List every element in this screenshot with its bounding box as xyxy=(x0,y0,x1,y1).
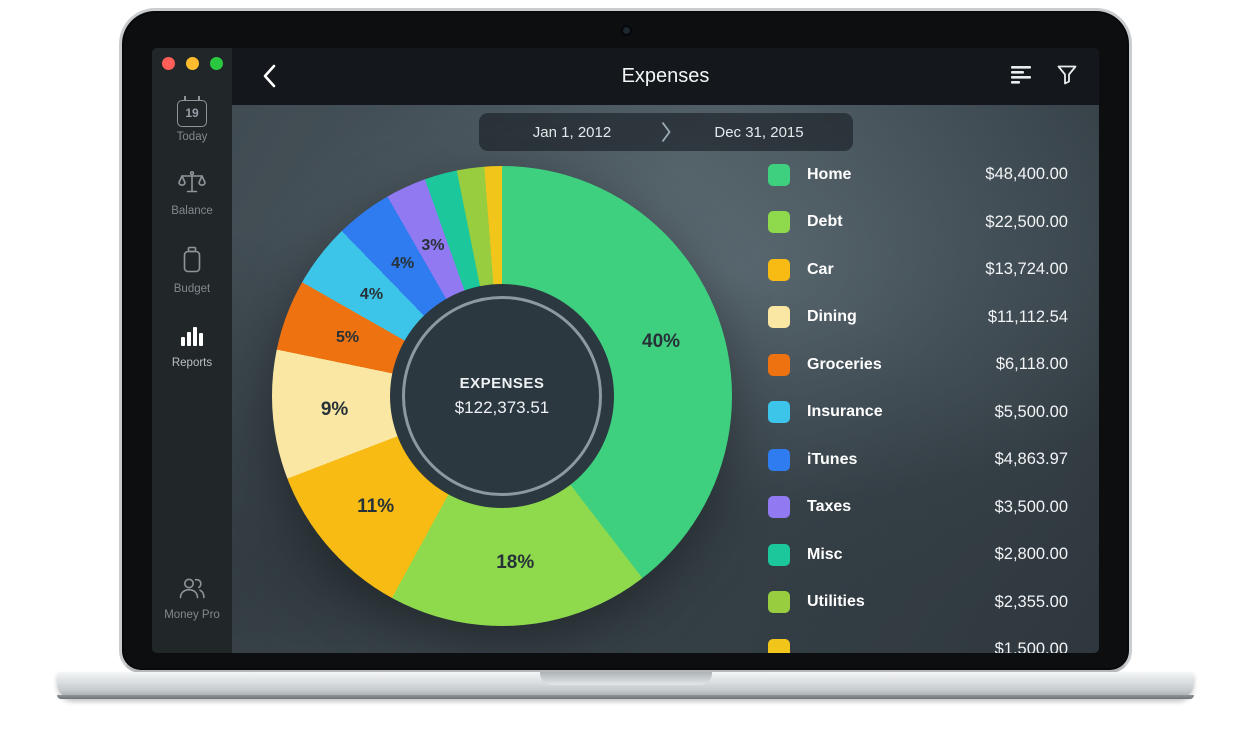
sidebar-item-money-pro[interactable]: Money Pro xyxy=(152,576,232,621)
legend-category-name: Misc xyxy=(807,545,843,563)
slice-percent-label: 5% xyxy=(336,328,360,346)
legend-color-chip xyxy=(768,448,790,471)
legend-amount: $11,112.54 xyxy=(987,307,1068,326)
sidebar-item-balance[interactable]: Balance xyxy=(152,170,232,217)
legend-color-chip xyxy=(768,163,790,186)
slice-percent-label: 3% xyxy=(421,237,445,255)
report-content: Jan 1, 2012 Dec 31, 2015 EXPENSES $122,3… xyxy=(232,105,1099,653)
legend: Home $48,400.00 Debt $22,500.00 Car $13,724.0… xyxy=(768,151,1068,653)
date-range-selector: Jan 1, 2012 Dec 31, 2015 xyxy=(478,113,853,151)
report-lines-icon xyxy=(1011,66,1031,84)
sidebar-item-label: Budget xyxy=(173,283,211,295)
legend-row[interactable]: Debt $22,500.00 xyxy=(768,199,1068,247)
date-range-start-button[interactable]: Jan 1, 2012 xyxy=(479,113,666,151)
users-icon xyxy=(179,578,205,599)
legend-amount: $2,800.00 xyxy=(994,545,1068,564)
legend-amount: $1,500.00 xyxy=(994,640,1068,653)
legend-color-chip xyxy=(768,591,790,614)
date-range-end-button[interactable]: Dec 31, 2015 xyxy=(666,113,853,151)
filter-button[interactable] xyxy=(1057,65,1077,88)
legend-row[interactable]: Dining $11,112.54 xyxy=(768,294,1068,342)
legend-amount: $2,355.00 xyxy=(994,592,1068,611)
legend-row[interactable]: iTunes $4,863.97 xyxy=(768,436,1068,484)
sidebar: 19 Today Balance xyxy=(152,48,232,653)
sidebar-item-label: Money Pro xyxy=(164,609,220,621)
bar-chart-icon xyxy=(181,327,203,346)
budget-icon xyxy=(183,246,201,273)
legend-amount: $13,724.00 xyxy=(985,260,1068,279)
sidebar-item-label: Today xyxy=(176,131,208,143)
donut-center-ring: EXPENSES $122,373.51 xyxy=(402,296,602,496)
legend-row[interactable]: Groceries $6,118.00 xyxy=(768,341,1068,389)
legend-category-name: Home xyxy=(807,165,852,183)
close-window-button[interactable] xyxy=(162,57,175,70)
laptop-base xyxy=(57,672,1194,699)
header: Expenses xyxy=(232,48,1099,105)
window-controls xyxy=(162,57,223,70)
legend-color-chip xyxy=(768,306,790,329)
legend-color-chip xyxy=(768,258,790,281)
zoom-window-button[interactable] xyxy=(210,57,223,70)
legend-category-name: Debt xyxy=(807,213,843,231)
legend-category-name: Insurance xyxy=(807,403,883,421)
chevron-left-icon xyxy=(263,64,276,87)
legend-color-chip xyxy=(768,211,790,234)
laptop-base-notch xyxy=(539,672,712,685)
legend-color-chip xyxy=(768,543,790,566)
money-pro-app-window: 19 Today Balance xyxy=(152,48,1099,653)
legend-amount: $3,500.00 xyxy=(994,497,1068,516)
webcam-icon xyxy=(622,27,630,34)
donut-center: EXPENSES $122,373.51 xyxy=(390,284,614,508)
legend-category-name: Utilities xyxy=(807,593,865,611)
slice-percent-label: 18% xyxy=(496,552,535,574)
laptop-base-edge xyxy=(57,695,1194,699)
sidebar-item-label: Balance xyxy=(171,205,213,217)
legend-row[interactable]: Taxes $3,500.00 xyxy=(768,484,1068,532)
legend-amount: $48,400.00 xyxy=(985,165,1068,184)
legend-amount: $5,500.00 xyxy=(994,402,1068,421)
slice-percent-label: 4% xyxy=(391,255,415,273)
legend-amount: $6,118.00 xyxy=(995,355,1068,374)
legend-color-chip xyxy=(768,638,790,653)
laptop-screen-bezel: 19 Today Balance xyxy=(119,8,1132,673)
legend-category-name: iTunes xyxy=(807,450,858,468)
calendar-icon: 19 xyxy=(177,96,207,127)
header-actions xyxy=(1011,48,1077,105)
sidebar-item-today[interactable]: 19 Today xyxy=(152,96,232,143)
legend-category-name: Taxes xyxy=(807,498,852,516)
chevron-right-icon xyxy=(661,121,671,143)
sidebar-item-budget[interactable]: Budget xyxy=(152,246,232,295)
balance-scale-icon xyxy=(178,171,206,193)
slice-percent-label: 9% xyxy=(320,398,349,420)
chart-center-label: EXPENSES xyxy=(459,374,545,392)
sidebar-item-label: Reports xyxy=(171,357,213,369)
legend-row[interactable]: Utilities $2,355.00 xyxy=(768,579,1068,627)
legend-row[interactable]: $1,500.00 xyxy=(768,626,1068,653)
legend-row[interactable]: Insurance $5,500.00 xyxy=(768,389,1068,437)
legend-row[interactable]: Car $13,724.00 xyxy=(768,246,1068,294)
filter-funnel-icon xyxy=(1057,65,1077,85)
slice-percent-label: 4% xyxy=(359,286,384,304)
report-list-button[interactable] xyxy=(1011,66,1033,87)
legend-color-chip xyxy=(768,353,790,376)
legend-row[interactable]: Home $48,400.00 xyxy=(768,151,1068,199)
page-title: Expenses xyxy=(621,65,710,87)
legend-category-name: Car xyxy=(807,260,834,278)
chart-center-total: $122,373.51 xyxy=(454,397,550,417)
legend-amount: $22,500.00 xyxy=(985,212,1068,231)
back-button[interactable] xyxy=(254,63,284,91)
legend-category-name: Dining xyxy=(807,308,857,326)
legend-color-chip xyxy=(768,401,790,424)
legend-category-name: Groceries xyxy=(807,355,882,373)
slice-percent-label: 40% xyxy=(642,330,681,352)
legend-amount: $4,863.97 xyxy=(994,450,1068,469)
slice-percent-label: 11% xyxy=(357,495,395,517)
calendar-day-number: 19 xyxy=(185,106,199,120)
legend-row[interactable]: Misc $2,800.00 xyxy=(768,531,1068,579)
minimize-window-button[interactable] xyxy=(186,57,199,70)
legend-color-chip xyxy=(768,496,790,519)
chart-area: EXPENSES $122,373.51 40% 18% 11% 9% 5% 4% 4% 3% xyxy=(272,166,732,626)
sidebar-item-reports[interactable]: Reports xyxy=(152,324,232,369)
